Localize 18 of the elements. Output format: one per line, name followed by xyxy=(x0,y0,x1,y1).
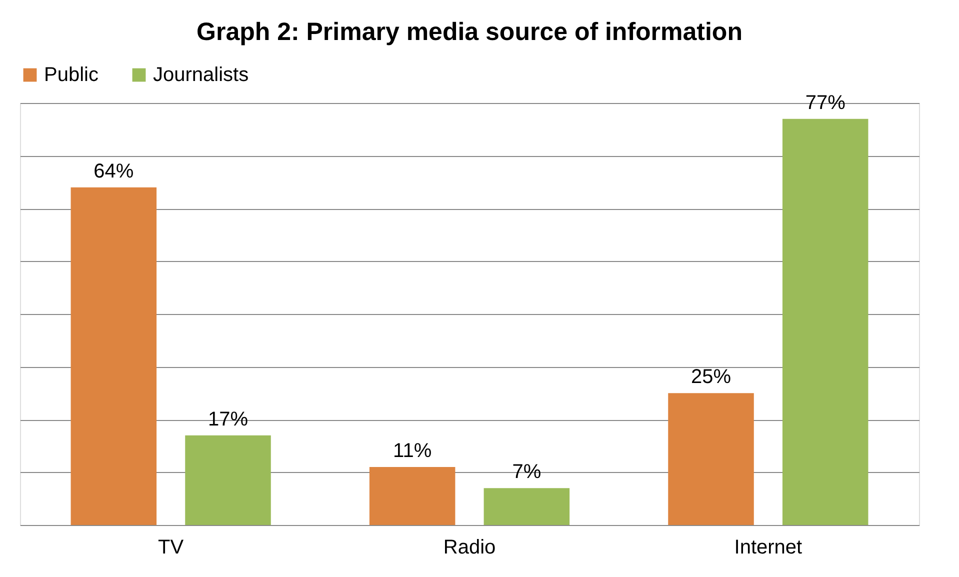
bar xyxy=(185,435,271,525)
chart-title: Graph 2: Primary media source of information xyxy=(196,18,742,46)
bar xyxy=(668,393,754,525)
bar xyxy=(369,466,456,525)
data-label: 7% xyxy=(512,461,542,484)
x-tick-label: Internet xyxy=(734,536,803,558)
data-label: 11% xyxy=(393,440,432,462)
bar xyxy=(782,118,868,525)
data-label: 64% xyxy=(94,160,134,182)
bar xyxy=(484,488,570,525)
data-label: 17% xyxy=(208,408,248,430)
legend-label: Journalists xyxy=(153,64,249,86)
x-tick-label: Radio xyxy=(443,536,496,558)
data-label: 77% xyxy=(805,92,846,114)
x-tick-label: TV xyxy=(158,536,184,558)
legend-label: Public xyxy=(44,64,98,86)
data-label: 25% xyxy=(690,366,732,388)
bar xyxy=(70,187,157,525)
